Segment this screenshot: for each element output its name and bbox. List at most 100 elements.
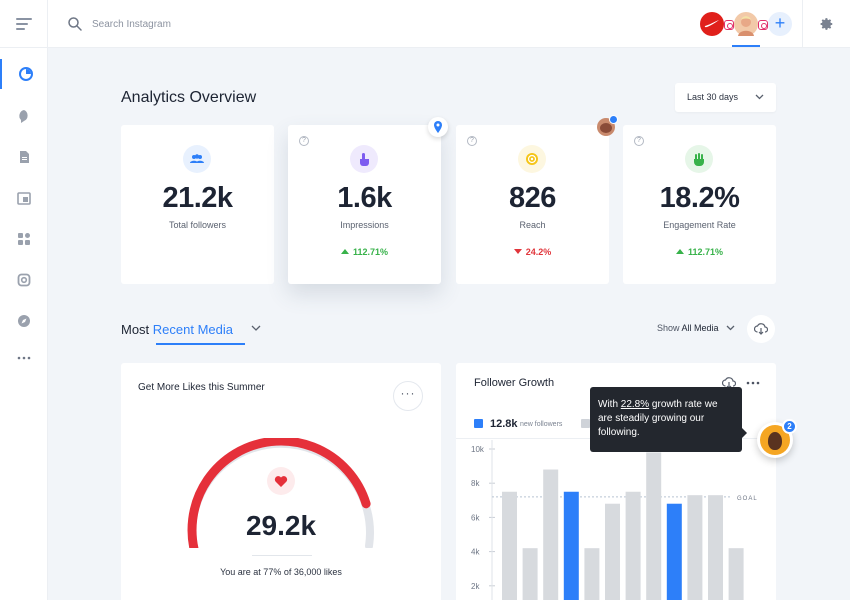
stat-card-impressions[interactable]: ? 1.6k Impressions 112.71% xyxy=(288,125,441,284)
sidebar-item-posts[interactable] xyxy=(0,142,48,172)
sidebar-item-calendar[interactable] xyxy=(0,183,48,213)
media-filter[interactable]: Show All Media xyxy=(657,323,719,333)
chat-notification-badge: 2 xyxy=(782,419,797,434)
stat-change-value: 112.71% xyxy=(687,247,724,257)
instagram-icon xyxy=(724,20,734,30)
person-avatar xyxy=(734,12,758,36)
chart-bar[interactable] xyxy=(502,491,517,600)
calendar-icon xyxy=(17,192,31,205)
sidebar-item-messages[interactable] xyxy=(0,101,48,131)
chart-bar[interactable] xyxy=(563,491,579,600)
date-range-select[interactable]: Last 30 days xyxy=(675,83,776,112)
likes-value: 29.2k xyxy=(245,510,317,541)
sidebar-item-instagram[interactable] xyxy=(0,265,48,295)
tooltip-suffix: growth rate we are steadily growing our … xyxy=(598,399,718,438)
sidebar-item-more[interactable] xyxy=(0,343,48,373)
stat-label: Impressions xyxy=(340,220,389,230)
likes-gauge xyxy=(187,438,374,548)
menu-icon xyxy=(16,18,32,20)
media-filter-prefix: Show xyxy=(657,323,680,333)
hand-icon xyxy=(694,153,704,166)
growth-tooltip: With 22.8% growth rate we are steadily g… xyxy=(590,387,747,452)
media-filter-value: All Media xyxy=(681,323,719,333)
media-heading: Most Recent Media xyxy=(121,322,233,337)
media-tab-underline xyxy=(156,343,245,345)
goal-label: GOAL xyxy=(737,496,758,502)
search-input[interactable] xyxy=(92,15,392,33)
sidebar-item-analytics[interactable] xyxy=(0,59,48,89)
chart-bar[interactable] xyxy=(543,469,559,600)
chevron-down-icon[interactable] xyxy=(251,325,261,332)
stat-change: 112.71% xyxy=(623,247,776,257)
stat-card-followers[interactable]: 21.2k Total followers xyxy=(121,125,274,284)
stat-change: 112.71% xyxy=(288,247,441,257)
top-bar: + xyxy=(0,0,850,48)
account-switch-brand[interactable] xyxy=(700,12,736,36)
date-range-label: Last 30 days xyxy=(687,92,739,102)
chart-bar[interactable] xyxy=(728,548,744,600)
media-heading-prefix: Most xyxy=(121,322,150,337)
chart-bar[interactable] xyxy=(625,491,641,600)
stat-card-engagement[interactable]: ? 18.2% Engagement Rate 112.71% xyxy=(623,125,776,284)
stat-value: 1.6k xyxy=(337,182,392,214)
account-switch-person[interactable] xyxy=(734,12,770,36)
stat-label: Reach xyxy=(519,220,546,230)
stat-icon-bg xyxy=(183,145,211,173)
chart-bar[interactable] xyxy=(522,548,538,600)
brand-avatar xyxy=(700,12,724,36)
y-tick-label: 8k xyxy=(471,479,480,488)
stat-change: 24.2% xyxy=(456,247,609,257)
stat-value: 826 xyxy=(509,182,556,214)
more-dots-icon[interactable] xyxy=(746,381,760,385)
tooltip-prefix: With xyxy=(598,399,618,410)
search-icon xyxy=(68,17,82,31)
chart-bar[interactable] xyxy=(605,503,620,600)
legend-value: 12.8k xyxy=(490,418,518,430)
chat-bubble-icon xyxy=(19,110,28,123)
menu-icon-line xyxy=(16,28,25,30)
divider xyxy=(252,555,312,556)
stat-icon-bg xyxy=(518,145,546,173)
collaborator-avatar[interactable] xyxy=(597,115,618,136)
chart-bar[interactable] xyxy=(666,503,682,600)
stat-change-value: 112.71% xyxy=(352,247,389,257)
growth-panel-title: Follower Growth xyxy=(474,377,555,389)
gear-icon xyxy=(820,18,833,30)
avatar-face xyxy=(600,123,612,133)
sidebar xyxy=(0,48,48,600)
target-icon xyxy=(526,153,538,165)
menu-icon-line xyxy=(16,23,28,25)
download-button[interactable] xyxy=(747,315,775,343)
chart-bar[interactable] xyxy=(687,495,703,600)
sidebar-item-apps[interactable] xyxy=(0,224,48,254)
stat-label: Total followers xyxy=(168,220,227,230)
compass-icon xyxy=(18,315,30,327)
likes-panel-title: Get More Likes this Summer xyxy=(138,382,265,393)
chart-bar[interactable] xyxy=(646,452,662,600)
chart-bar[interactable] xyxy=(708,495,723,600)
stat-value: 21.2k xyxy=(162,182,233,214)
more-options-button[interactable]: ··· xyxy=(393,381,423,411)
media-heading-tab[interactable]: Recent Media xyxy=(152,322,234,337)
info-icon[interactable]: ? xyxy=(467,136,477,146)
document-icon xyxy=(20,151,29,163)
tooltip-highlight: 22.8% xyxy=(620,399,650,410)
chart-bar[interactable] xyxy=(584,548,600,600)
info-icon[interactable]: ? xyxy=(634,136,644,146)
chevron-down-icon[interactable] xyxy=(726,325,735,331)
menu-button[interactable] xyxy=(0,0,48,48)
location-pin-button[interactable] xyxy=(428,117,448,137)
sidebar-item-explore[interactable] xyxy=(0,306,48,336)
stat-value: 18.2% xyxy=(659,182,740,214)
info-icon[interactable]: ? xyxy=(299,136,309,146)
settings-button[interactable] xyxy=(802,0,850,48)
stat-icon-bg xyxy=(350,145,378,173)
analytics-icon xyxy=(19,67,33,81)
add-account-button[interactable]: + xyxy=(768,12,792,36)
people-icon xyxy=(190,154,204,163)
grid-icon xyxy=(18,233,30,245)
legend-swatch-new xyxy=(474,419,483,428)
y-tick-label: 10k xyxy=(471,445,485,454)
stat-card-reach[interactable]: ? 826 Reach 24.2% xyxy=(456,125,609,284)
trend-down-icon xyxy=(513,249,522,254)
